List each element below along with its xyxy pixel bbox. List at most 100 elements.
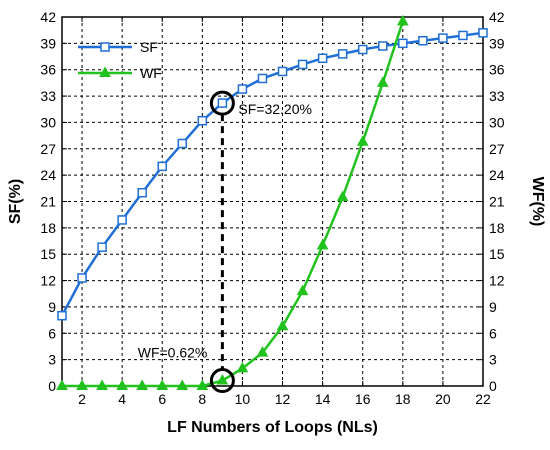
sf-point (277, 66, 288, 77)
x-tick-label: 16 (355, 391, 371, 407)
y-right-tick-label: 18 (489, 220, 505, 236)
x-axis-title: LF Numbers of Loops (NLs) (167, 419, 378, 436)
x-tick-label: 2 (78, 391, 86, 407)
y-right-tick-label: 24 (489, 167, 505, 183)
sf-point (398, 38, 408, 49)
y-right-tick-label: 9 (489, 299, 497, 315)
y-left-tick-label: 21 (40, 194, 56, 210)
sf-point (418, 35, 428, 46)
wf-point (136, 379, 149, 390)
x-tick-label: 12 (275, 391, 291, 407)
x-tick-label: 8 (198, 391, 206, 407)
y-right-tick-label: 21 (489, 194, 505, 210)
sf-point (177, 138, 188, 149)
wf-point (116, 379, 128, 390)
y-left-tick-label: 6 (48, 325, 56, 341)
series (56, 14, 488, 390)
y-left-tick-label: 24 (40, 167, 56, 183)
y-left-tick-label: 42 (40, 9, 56, 25)
x-tick-label: 14 (315, 391, 331, 407)
sf-point (137, 187, 147, 198)
y-left-tick-label: 39 (40, 35, 56, 51)
x-tick-label: 22 (475, 391, 491, 407)
y-right-tick-label: 15 (489, 246, 505, 262)
y-right-tick-label: 42 (489, 9, 505, 25)
sf-point (77, 273, 87, 283)
sf-point (337, 49, 348, 59)
sf-point (257, 73, 268, 84)
sf-point (117, 215, 127, 225)
legend: SF WF (78, 39, 162, 81)
legend-label-sf: SF (140, 39, 158, 55)
grid (62, 16, 484, 387)
wf-point (96, 379, 108, 390)
y-right-tick-label: 3 (489, 352, 497, 368)
wf-point (336, 190, 349, 202)
wf-point (296, 284, 309, 296)
legend-marker-sf (100, 42, 110, 52)
sf-highlight-circle (209, 90, 235, 116)
sf-point (217, 98, 228, 108)
sf-point (478, 28, 488, 38)
wf-point (216, 374, 229, 385)
x-tick-label: 4 (118, 391, 126, 407)
y-right-tick-label: 33 (489, 88, 505, 104)
wf-point (236, 361, 249, 373)
y-right-tick-label: 6 (489, 325, 497, 341)
sf-line (60, 31, 484, 317)
y-left-tick-label: 3 (48, 352, 56, 368)
wf-highlight-circle (209, 368, 235, 394)
sf-point (357, 44, 368, 55)
sf-point (157, 161, 167, 172)
sf-point (57, 310, 67, 321)
x-tick-label: 10 (235, 391, 251, 407)
wf-point (256, 346, 269, 357)
sf-point (297, 59, 308, 70)
sf-point (438, 33, 448, 43)
wf-annotation: WF=0.62% (138, 345, 208, 361)
wf-point (376, 76, 389, 87)
y-right-tick-label: 12 (489, 273, 505, 289)
y-left-tick-label: 9 (48, 299, 56, 315)
sf-point (237, 84, 248, 94)
y-right-tick-label: 30 (489, 114, 505, 130)
y-right-tick-label: 27 (489, 141, 505, 157)
legend-marker-wf (99, 66, 111, 77)
y-left-tick-label: 30 (40, 114, 56, 130)
x-tick-label: 6 (158, 391, 166, 407)
y-right-tick-label: 0 (489, 378, 497, 394)
sf-point (378, 41, 388, 51)
y-left-tick-label: 33 (40, 88, 56, 104)
wf-point (396, 14, 409, 26)
wf-point (56, 379, 68, 390)
sf-annotation: SF=32.20% (238, 101, 312, 117)
wf-point (316, 238, 329, 250)
wf-line (62, 21, 404, 388)
x-tick-label: 20 (435, 391, 451, 407)
y-axis-right-title: WF(%) (529, 177, 546, 227)
legend-label-wf: WF (140, 65, 162, 81)
wf-point (156, 379, 169, 390)
y-right-tick-label: 36 (489, 62, 505, 78)
annotations: SF=32.20% WF=0.62% (138, 90, 312, 394)
y-axis-left-title: SF(%) (7, 179, 24, 224)
sf-point (197, 115, 208, 126)
y-left-tick-label: 15 (40, 246, 56, 262)
wf-point (196, 379, 209, 390)
y-left-tick-label: 0 (48, 378, 56, 394)
y-left-tick-label: 12 (40, 273, 56, 289)
y-left-tick-label: 27 (40, 141, 56, 157)
wf-point (276, 319, 289, 331)
sf-point (317, 53, 328, 64)
x-tick-label: 18 (395, 391, 411, 407)
sf-point (458, 30, 468, 41)
y-left-tick-label: 18 (40, 220, 56, 236)
y-right-tick-label: 39 (489, 35, 505, 51)
sf-point (97, 242, 107, 252)
wf-point (76, 379, 88, 390)
wf-point (176, 379, 189, 390)
wf-point (356, 135, 369, 146)
